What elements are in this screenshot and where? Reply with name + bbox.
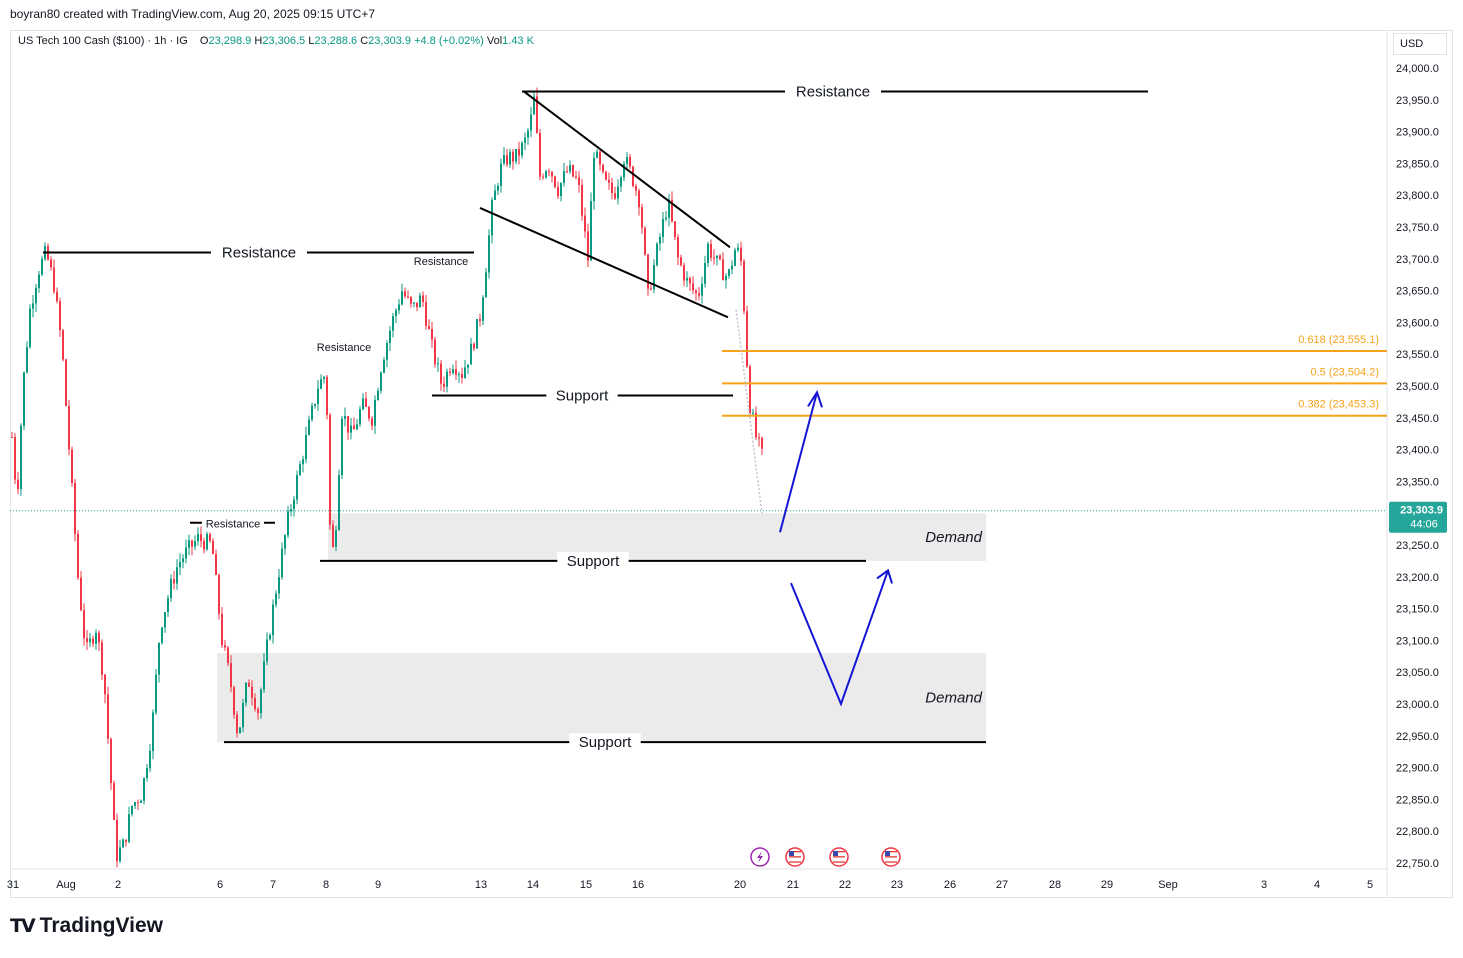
close-value: 23,303.9: [368, 35, 411, 47]
change-value: +4.8 (+0.02%): [414, 35, 484, 47]
brand-name: TradingView: [39, 914, 163, 937]
volume-value: 1.43 K: [502, 35, 534, 47]
low-label: L: [308, 35, 315, 47]
tradingview-logo-icon: TV: [10, 915, 36, 937]
chart-frame: [10, 30, 1453, 898]
low-value: 23,288.6: [314, 35, 358, 47]
header-credit: boyran80 created with TradingView.com, A…: [10, 7, 376, 21]
high-label: H: [254, 35, 263, 47]
volume-label: Vol: [486, 35, 503, 47]
tradingview-brand[interactable]: TV TradingView: [10, 914, 163, 938]
symbol-name[interactable]: US Tech 100 Cash ($100) · 1h · IG: [18, 35, 188, 47]
open-label: O: [199, 35, 209, 47]
currency-selector[interactable]: USD: [1393, 33, 1447, 55]
high-value: 23,306.5: [262, 35, 306, 47]
symbol-legend: US Tech 100 Cash ($100) · 1h · IG O23,29…: [18, 35, 534, 47]
open-value: 23,298.9: [208, 35, 252, 47]
close-label: C: [360, 35, 369, 47]
